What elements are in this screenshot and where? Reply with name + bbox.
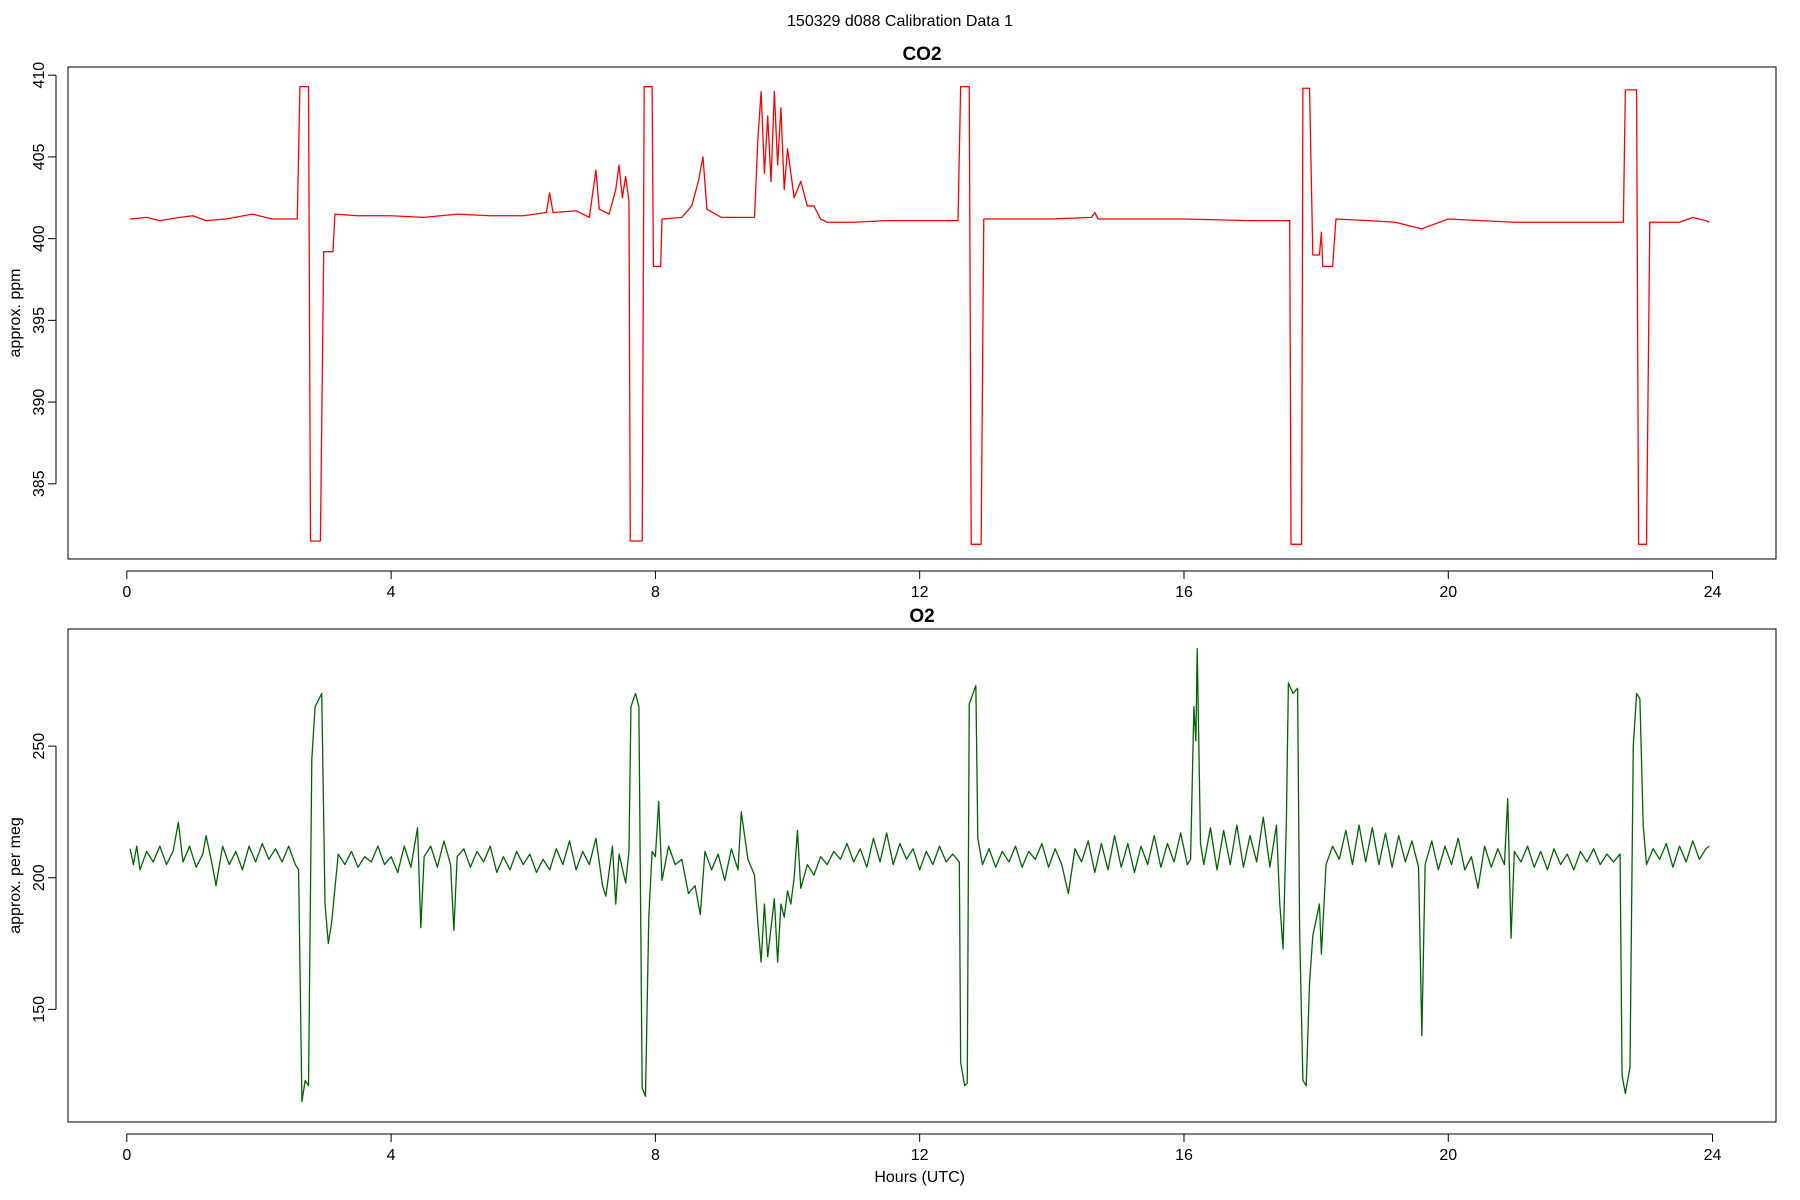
x-tick-label: 20 [1439, 584, 1457, 601]
figure-title: 150329 d088 Calibration Data 1 [787, 13, 1013, 30]
x-tick-label: 16 [1175, 584, 1193, 601]
y-tick-label: 385 [31, 470, 48, 497]
chart-title: O2 [909, 606, 934, 627]
x-tick-label: 8 [651, 584, 660, 601]
chart-title: CO2 [902, 44, 941, 65]
y-tick-label: 390 [31, 389, 48, 416]
plot-box [67, 66, 1777, 560]
y-tick-label: 405 [31, 143, 48, 170]
x-tick-label: 4 [387, 1147, 396, 1164]
x-tick-label: 0 [122, 584, 131, 601]
y-axis-label: approx. ppm [7, 269, 24, 358]
plot-box [67, 628, 1777, 1123]
x-tick-label: 0 [122, 1147, 131, 1164]
x-tick-label: 4 [387, 584, 396, 601]
x-tick-label: 12 [911, 1147, 929, 1164]
y-tick-label: 400 [31, 225, 48, 252]
x-tick-label: 8 [651, 1147, 660, 1164]
x-tick-label: 20 [1439, 1147, 1457, 1164]
y-tick-label: 200 [31, 864, 48, 891]
y-tick-label: 250 [31, 733, 48, 760]
y-tick-label: 410 [31, 62, 48, 89]
y-tick-label: 150 [31, 996, 48, 1023]
y-tick-label: 395 [31, 307, 48, 334]
x-tick-label: 24 [1704, 584, 1722, 601]
x-tick-label: 24 [1704, 1147, 1722, 1164]
y-axis-label: approx. per meg [7, 817, 24, 934]
data-line [129, 648, 1710, 1103]
data-line [130, 85, 1710, 545]
x-axis-label: Hours (UTC) [874, 1169, 965, 1186]
x-tick-label: 12 [911, 584, 929, 601]
x-tick-label: 16 [1175, 1147, 1193, 1164]
